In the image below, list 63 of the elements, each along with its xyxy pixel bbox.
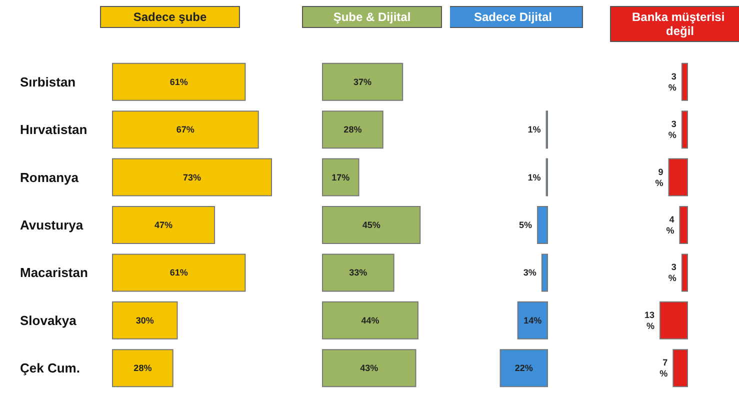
chart-title: Sadece Dijital bbox=[474, 10, 552, 24]
data-label: 61% bbox=[170, 268, 188, 278]
data-label: 73% bbox=[182, 172, 202, 182]
bar bbox=[112, 254, 246, 292]
bar bbox=[322, 110, 384, 149]
data-label: 5% bbox=[519, 220, 532, 230]
bar bbox=[679, 206, 688, 244]
data-label: 9 % bbox=[655, 166, 664, 188]
bar bbox=[322, 301, 418, 340]
bar bbox=[322, 158, 360, 196]
bar bbox=[112, 349, 174, 388]
chart-title: Sadece şube bbox=[133, 10, 208, 24]
data-label: 4 % bbox=[666, 214, 674, 236]
data-label: 28% bbox=[344, 124, 362, 135]
data-label: 45% bbox=[362, 220, 380, 230]
y-tick-label: Romanya bbox=[20, 170, 80, 185]
bar bbox=[322, 206, 421, 244]
data-label: 47% bbox=[154, 220, 173, 230]
chart-title: Şube & Dijital bbox=[333, 10, 411, 24]
y-tick-label: Slovakya bbox=[20, 312, 78, 328]
bar bbox=[112, 206, 216, 244]
bar bbox=[668, 158, 688, 196]
data-label: 13 % bbox=[644, 310, 655, 331]
y-tick-label: Hırvatistan bbox=[20, 122, 88, 138]
data-label: 44% bbox=[361, 315, 380, 326]
bar bbox=[681, 62, 688, 101]
data-label: 3 % bbox=[668, 262, 676, 284]
bar bbox=[112, 301, 178, 340]
bar bbox=[660, 301, 688, 340]
data-label: 1% bbox=[528, 172, 541, 182]
data-label: 22% bbox=[514, 363, 533, 374]
bar bbox=[322, 349, 416, 388]
data-label: 37% bbox=[354, 76, 372, 87]
bar bbox=[500, 349, 548, 388]
bar bbox=[672, 349, 688, 388]
bar bbox=[322, 62, 404, 101]
bar bbox=[681, 254, 688, 292]
data-label: 30% bbox=[136, 315, 154, 326]
y-tick-label: Sırbistan bbox=[20, 74, 76, 90]
bar bbox=[112, 158, 272, 196]
data-label: 61% bbox=[170, 76, 188, 87]
data-label: 7 % bbox=[660, 358, 668, 379]
bar bbox=[541, 254, 548, 292]
bar bbox=[112, 62, 246, 101]
data-label: 14% bbox=[524, 315, 542, 326]
y-tick-label: Macaristan bbox=[20, 265, 88, 280]
bar bbox=[537, 206, 548, 244]
data-label: 3 % bbox=[668, 71, 676, 92]
data-label: 1% bbox=[528, 124, 541, 135]
data-label: 43% bbox=[360, 363, 378, 374]
y-tick-label: Çek Cum. bbox=[20, 360, 80, 376]
chart-title: Banka müşterisi değil bbox=[632, 10, 728, 38]
data-label: 17% bbox=[332, 172, 350, 182]
data-label: 33% bbox=[349, 268, 368, 278]
bar bbox=[517, 301, 548, 340]
data-label: 28% bbox=[134, 363, 152, 374]
y-tick-label: Avusturya bbox=[20, 218, 84, 232]
bar bbox=[681, 110, 688, 149]
data-label: 3 % bbox=[668, 119, 676, 140]
data-label: 3% bbox=[523, 268, 536, 278]
data-label: 67% bbox=[176, 124, 194, 135]
bar bbox=[112, 110, 259, 149]
bar bbox=[322, 254, 394, 292]
